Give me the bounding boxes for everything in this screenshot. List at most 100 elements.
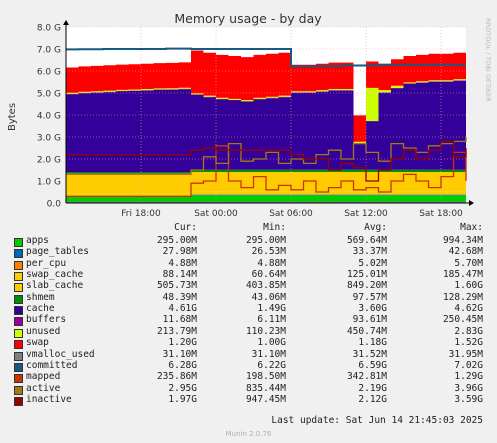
legend-row-shmem: shmem 48.39M 43.06M 97.57M 128.29M: [0, 291, 497, 304]
legend-name: slab_cache: [26, 280, 84, 292]
legend-cur: 31.10M: [162, 348, 197, 360]
legend-cur: 88.14M: [162, 269, 197, 281]
y-tick-label: 2.0 G: [37, 156, 61, 166]
legend-max: 31.95M: [448, 348, 483, 360]
legend-name: swap: [26, 337, 49, 349]
legend-header-avg: Avg:: [364, 222, 387, 233]
legend-max: 3.59G: [454, 393, 483, 405]
x-tick-label: Sat 06:00: [269, 209, 313, 219]
x-axis-arrow: [469, 200, 474, 206]
legend-name: buffers: [26, 314, 67, 326]
legend-max: 1.52G: [454, 337, 483, 349]
legend-name: inactive: [26, 393, 72, 405]
legend-avg: 125.01M: [346, 269, 387, 281]
legend-name: swap_cache: [26, 269, 84, 281]
legend-row-unused: unused 213.79M 110.23M 450.74M 2.83G: [0, 325, 497, 338]
rrdtool-side-label: RRDTOOL / TOBI OETIKER: [484, 18, 492, 102]
legend-row-swap: swap 1.20G 1.00G 1.18G 1.52G: [0, 337, 497, 350]
area-swap: [66, 50, 466, 142]
legend-cur: 11.68M: [162, 314, 197, 326]
x-tick-label: Sat 00:00: [194, 209, 238, 219]
legend-max: 128.29M: [442, 291, 483, 303]
legend-min: 26.53M: [251, 246, 286, 258]
legend-row-swap-cache: swap_cache 88.14M 60.64M 125.01M 185.47M: [0, 269, 497, 282]
y-axis-label: Bytes: [7, 103, 18, 131]
legend-avg: 33.37M: [352, 246, 387, 258]
legend-cur: 27.98M: [162, 246, 197, 258]
legend-cur: 235.86M: [156, 371, 197, 383]
legend-name: cache: [26, 303, 55, 315]
legend-min: 835.44M: [245, 382, 286, 394]
legend-avg: 342.81M: [346, 371, 387, 383]
legend-name: unused: [26, 325, 61, 337]
legend-cur: 1.20G: [168, 337, 197, 349]
legend-avg: 6.59G: [358, 359, 387, 371]
y-tick-label: 5.0 G: [37, 90, 61, 100]
legend-min: 43.06M: [251, 291, 286, 303]
legend-max: 185.47M: [442, 269, 483, 281]
legend-name: page_tables: [26, 246, 89, 258]
legend-swatch: [14, 396, 23, 406]
legend-max: 1.60G: [454, 280, 483, 292]
legend-avg: 97.57M: [352, 291, 387, 303]
legend-min: 6.22G: [257, 359, 286, 371]
y-tick-label: 1.0 G: [37, 178, 61, 188]
legend-max: 5.70M: [454, 257, 483, 269]
legend-swatch: [14, 283, 23, 293]
legend-swatch: [14, 249, 23, 259]
legend-avg: 849.20M: [346, 280, 387, 292]
legend-min: 1.00G: [257, 337, 286, 349]
legend-cur: 4.88M: [168, 257, 197, 269]
legend-min: 6.11M: [257, 314, 286, 326]
legend-cur: 213.79M: [156, 325, 197, 337]
y-tick-label: 8.0 G: [37, 24, 61, 34]
last-update: Last update: Sat Jun 14 21:45:03 2025: [271, 415, 483, 426]
line-mapped: [66, 145, 467, 198]
legend-swatch: [14, 294, 23, 304]
legend-min: 198.50M: [245, 371, 286, 383]
legend-row-per-cpu: per_cpu 4.88M 4.88M 5.02M 5.70M: [0, 257, 497, 270]
y-tick-label: 3.0 G: [37, 134, 61, 144]
legend-max: 250.45M: [442, 314, 483, 326]
legend-avg: 569.64M: [346, 235, 387, 246]
legend-cur: 48.39M: [162, 291, 197, 303]
legend-cur: 2.95G: [168, 382, 197, 394]
legend-name: committed: [26, 359, 78, 371]
legend-row-page-tables: page_tables 27.98M 26.53M 33.37M 42.68M: [0, 246, 497, 259]
legend-max: 3.96G: [454, 382, 483, 394]
legend-row-mapped: mapped 235.86M 198.50M 342.81M 1.29G: [0, 371, 497, 384]
legend-row-vmalloc-used: vmalloc_used 31.10M 31.10M 31.52M 31.95M: [0, 348, 497, 361]
legend-header-max: Max:: [460, 222, 483, 233]
legend-name: per_cpu: [26, 257, 67, 269]
legend-swatch: [14, 306, 23, 316]
y-axis-arrow: [63, 20, 69, 25]
legend-min: 60.64M: [251, 269, 286, 281]
legend-cur: 295.00M: [156, 235, 197, 246]
legend-avg: 2.12G: [358, 393, 387, 405]
legend-max: 4.62G: [454, 303, 483, 315]
x-tick-label: Sat 12:00: [344, 209, 388, 219]
legend-avg: 450.74M: [346, 325, 387, 337]
legend-cur: 1.97G: [168, 393, 197, 405]
legend-header: Cur: Min: Avg: Max:: [0, 222, 497, 233]
y-tick-label: 6.0 G: [37, 68, 61, 78]
legend-cur: 6.28G: [168, 359, 197, 371]
legend-min: 31.10M: [251, 348, 286, 360]
legend-name: apps: [26, 235, 49, 246]
x-tick-label: Sat 18:00: [419, 209, 463, 219]
area-unused: [66, 79, 466, 143]
legend-swatch: [14, 374, 23, 384]
legend-row-inactive: inactive 1.97G 947.45M 2.12G 3.59G: [0, 393, 497, 406]
line-committed: [66, 47, 466, 68]
legend-max: 1.29G: [454, 371, 483, 383]
legend-name: mapped: [26, 371, 61, 383]
legend-swatch: [14, 238, 23, 247]
legend-row-buffers: buffers 11.68M 6.11M 93.61M 250.45M: [0, 314, 497, 327]
legend-max: 994.34M: [442, 235, 483, 246]
line-active: [66, 137, 467, 176]
munin-version: Munin 2.0.76: [225, 430, 272, 438]
chart-title: Memory usage - by day: [174, 11, 322, 26]
legend-avg: 93.61M: [352, 314, 387, 326]
legend-swatch: [14, 272, 23, 282]
legend-header-min: Min:: [263, 222, 286, 233]
